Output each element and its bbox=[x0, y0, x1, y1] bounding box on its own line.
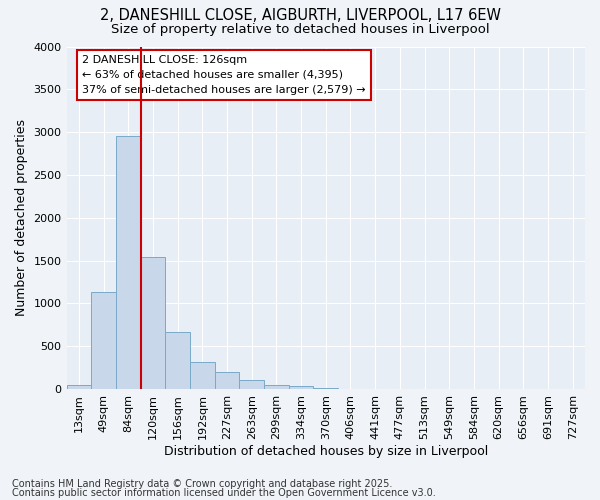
Text: 2, DANESHILL CLOSE, AIGBURTH, LIVERPOOL, L17 6EW: 2, DANESHILL CLOSE, AIGBURTH, LIVERPOOL,… bbox=[100, 8, 500, 22]
X-axis label: Distribution of detached houses by size in Liverpool: Distribution of detached houses by size … bbox=[164, 444, 488, 458]
Bar bbox=[239, 380, 264, 389]
Bar bbox=[67, 384, 91, 389]
Text: Size of property relative to detached houses in Liverpool: Size of property relative to detached ho… bbox=[110, 22, 490, 36]
Text: 2 DANESHILL CLOSE: 126sqm
← 63% of detached houses are smaller (4,395)
37% of se: 2 DANESHILL CLOSE: 126sqm ← 63% of detac… bbox=[82, 55, 366, 94]
Text: Contains HM Land Registry data © Crown copyright and database right 2025.: Contains HM Land Registry data © Crown c… bbox=[12, 479, 392, 489]
Bar bbox=[140, 257, 165, 389]
Bar bbox=[165, 332, 190, 389]
Bar bbox=[215, 372, 239, 389]
Bar bbox=[289, 386, 313, 389]
Bar bbox=[190, 362, 215, 389]
Bar bbox=[313, 388, 338, 389]
Bar bbox=[116, 136, 140, 389]
Bar bbox=[91, 292, 116, 389]
Bar bbox=[264, 384, 289, 389]
Text: Contains public sector information licensed under the Open Government Licence v3: Contains public sector information licen… bbox=[12, 488, 436, 498]
Y-axis label: Number of detached properties: Number of detached properties bbox=[15, 119, 28, 316]
